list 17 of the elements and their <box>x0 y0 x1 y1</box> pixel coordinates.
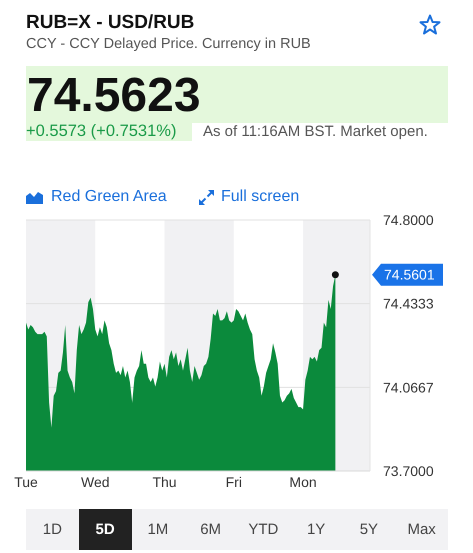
chart-title: RUB=X - USD/RUB <box>26 12 194 34</box>
text: As of 11:16AM BST. Market open. <box>203 123 428 141</box>
range-selector: 1D 5D 1M 6M YTD 1Y 5Y Max <box>26 509 448 550</box>
x-tick-label: Thu <box>152 474 177 490</box>
y-tick-label: 73.7000 <box>383 462 434 479</box>
chart-subtitle: CCY - CCY Delayed Price. Currency in RUB <box>26 36 311 52</box>
text: 74.5601 <box>384 266 435 283</box>
x-tick-label: Fri <box>226 474 242 490</box>
y-tick-label: 74.0667 <box>383 379 434 396</box>
x-tick-label: Mon <box>289 474 317 490</box>
x-tick-label: Tue <box>14 474 38 490</box>
y-tick-label: 74.8000 <box>383 212 434 228</box>
text: Full screen <box>221 187 300 206</box>
text: Red Green Area <box>51 187 167 206</box>
y-tick-label: 74.4333 <box>383 296 434 312</box>
x-tick-label: Wed <box>80 474 110 490</box>
text: 74.5623 <box>27 69 201 122</box>
